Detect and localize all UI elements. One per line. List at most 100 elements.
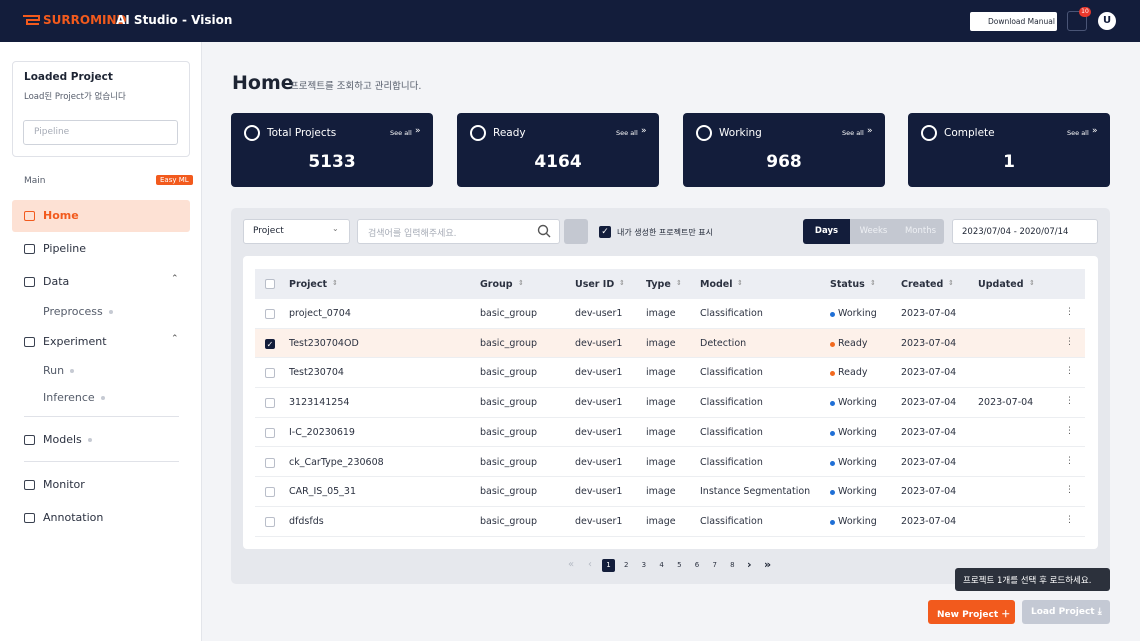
avatar[interactable]: U [1098, 12, 1116, 30]
table-row[interactable] [255, 299, 1085, 329]
row-menu[interactable]: ⋮ [1065, 485, 1074, 496]
load-project-button[interactable]: Load Project ⤓ [1022, 600, 1110, 624]
column-header[interactable]: Type [646, 279, 671, 290]
card-label: Ready [493, 127, 526, 139]
date-range[interactable]: 2023/07/04 - 2020/07/14 [952, 219, 1098, 244]
menu-item[interactable]: Experiment [43, 335, 107, 348]
table-row[interactable] [255, 477, 1085, 507]
type-select[interactable]: Project [243, 219, 350, 244]
column-header[interactable]: Status [830, 279, 865, 290]
row-menu[interactable]: ⋮ [1065, 366, 1074, 377]
sort-icon[interactable]: ⇕ [518, 279, 524, 287]
column-header[interactable]: Model [700, 279, 733, 290]
tooltip: 프로젝트 1개를 선택 후 로드하세요. [955, 568, 1110, 591]
first-page[interactable]: « [568, 559, 575, 570]
icon [24, 513, 35, 523]
notification-button[interactable] [1067, 11, 1087, 31]
product-name: AI Studio - Vision [116, 13, 233, 27]
card-label: Working [719, 127, 762, 139]
header-checkbox[interactable] [265, 279, 275, 289]
table-cell: 2023-07-04 [901, 397, 957, 409]
page-number[interactable]: 5 [677, 561, 682, 569]
sort-icon[interactable]: ⇕ [737, 279, 743, 287]
prev-page[interactable]: ‹ [588, 559, 592, 570]
row-menu[interactable]: ⋮ [1065, 396, 1074, 407]
table-row[interactable] [255, 358, 1085, 389]
card-link[interactable]: See all [390, 129, 412, 137]
table-row[interactable] [255, 506, 1085, 537]
row-checkbox[interactable] [265, 368, 275, 379]
search-input[interactable]: 검색어를 입력해주세요. [357, 219, 560, 244]
row-menu[interactable]: ⋮ [1065, 455, 1074, 466]
row-checkbox[interactable] [265, 309, 275, 319]
row-checkbox[interactable] [265, 516, 275, 527]
menu-item[interactable]: Annotation [43, 511, 104, 524]
status-dot [830, 401, 835, 407]
page-number[interactable]: 3 [641, 561, 647, 569]
menu-item[interactable]: Home [43, 209, 79, 222]
last-page[interactable]: » [764, 558, 772, 571]
label: New Project [937, 610, 999, 620]
row-checkbox[interactable] [265, 427, 275, 438]
row-menu[interactable]: ⋮ [1065, 336, 1074, 347]
sort-icon[interactable]: ⇕ [870, 279, 876, 287]
submenu-item[interactable]: Inference [43, 391, 105, 404]
page-number[interactable]: 1 [602, 559, 615, 572]
table-row[interactable] [255, 388, 1085, 418]
period-option[interactable]: Months [897, 219, 944, 244]
table-cell: ck_CarType_230608 [289, 456, 384, 468]
pipeline-select[interactable]: Pipeline [23, 120, 178, 145]
download-button[interactable]: Download Manual [970, 12, 1057, 31]
table-cell: CAR_IS_05_31 [289, 486, 356, 498]
table-row[interactable] [255, 447, 1085, 478]
table-row[interactable] [255, 328, 1085, 359]
page-number[interactable]: 2 [623, 561, 629, 569]
checkbox-checked[interactable]: ✓ [599, 226, 611, 238]
column-header[interactable]: Project [289, 279, 328, 290]
next-page[interactable]: › [747, 558, 752, 571]
column-header[interactable]: Group [480, 279, 513, 290]
row-checkbox[interactable] [265, 398, 275, 409]
page-number[interactable]: 6 [694, 561, 700, 569]
card-link[interactable]: See all [616, 129, 638, 137]
column-header[interactable]: Created [901, 279, 944, 290]
sort-icon[interactable]: ⇕ [619, 279, 625, 287]
row-menu[interactable]: ⋮ [1065, 514, 1074, 525]
page-number[interactable]: 8 [730, 561, 735, 569]
row-checkbox[interactable] [265, 457, 275, 468]
divider [24, 416, 179, 417]
table-cell: 2023-07-04 [901, 367, 957, 379]
icon [24, 211, 35, 221]
delete-button[interactable] [564, 219, 588, 244]
sidebar: Loaded Project Load된 Project가 없습니다 Pipel… [0, 42, 202, 641]
row-menu[interactable]: ⋮ [1065, 307, 1074, 317]
table-cell: basic_group [480, 456, 538, 468]
sort-icon[interactable]: ⇕ [676, 279, 682, 287]
period-option[interactable]: Days [803, 219, 850, 244]
period-option[interactable]: Weeks [850, 219, 897, 244]
sort-icon[interactable]: ⇕ [332, 279, 338, 287]
table-cell: Test230704OD [289, 337, 359, 349]
table-row[interactable] [255, 417, 1085, 448]
row-menu[interactable]: ⋮ [1065, 425, 1074, 436]
table-cell: image [646, 397, 676, 409]
card-link[interactable]: See all [1067, 129, 1089, 137]
page-number[interactable]: 4 [659, 561, 664, 569]
search-icon[interactable] [537, 224, 551, 238]
new-project-button[interactable]: New Project ＋ [928, 600, 1015, 624]
sort-icon[interactable]: ⇕ [948, 279, 954, 287]
submenu-item[interactable]: Run [43, 364, 75, 377]
menu-item[interactable]: Monitor [43, 478, 85, 491]
column-header[interactable]: Updated [978, 279, 1024, 290]
column-header[interactable]: User ID [575, 279, 615, 290]
status-dot [830, 341, 835, 347]
menu-item[interactable]: Data [43, 275, 70, 288]
sort-icon[interactable]: ⇕ [1029, 279, 1035, 287]
submenu-item[interactable]: Preprocess [43, 305, 113, 318]
card-link[interactable]: See all [842, 129, 864, 137]
menu-item[interactable]: Pipeline [43, 242, 87, 255]
menu-item[interactable]: Models [43, 433, 92, 446]
row-checkbox[interactable] [265, 487, 275, 498]
page-number[interactable]: 7 [712, 561, 717, 569]
row-checkbox-checked[interactable]: ✓ [265, 338, 275, 349]
